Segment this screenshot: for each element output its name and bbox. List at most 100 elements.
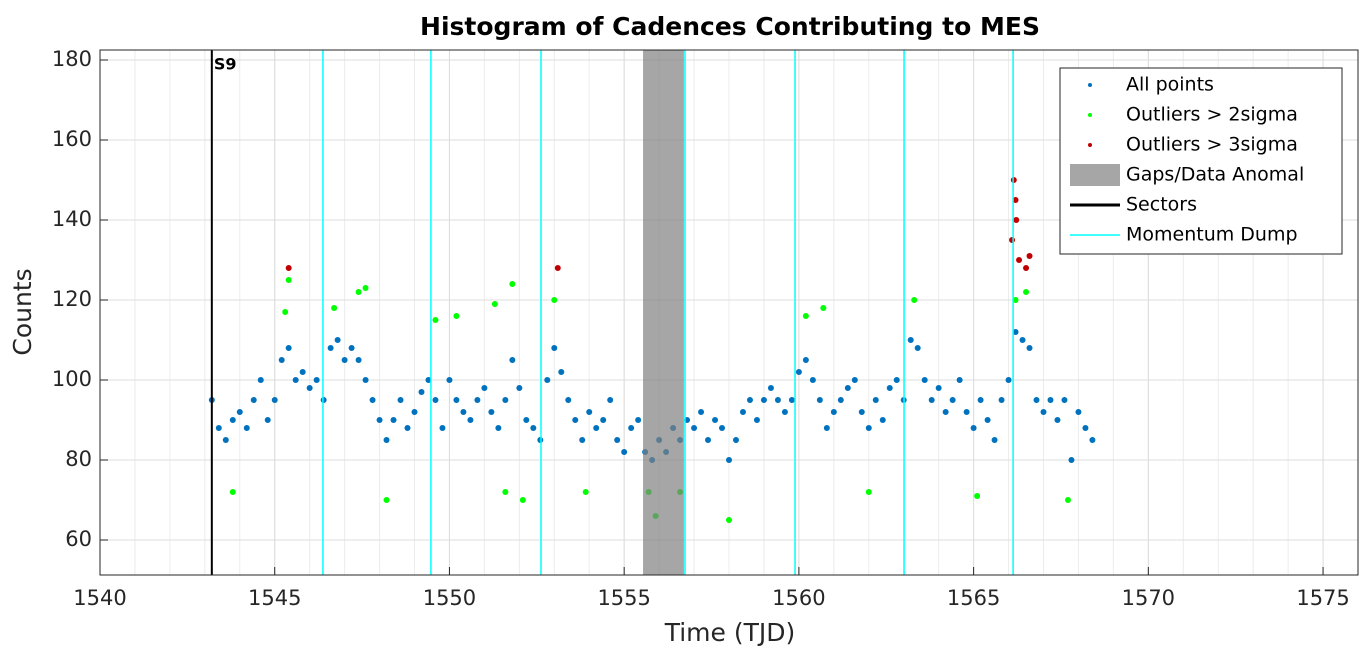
point (858, 409, 865, 415)
legend-marker (1088, 113, 1092, 117)
point (306, 385, 313, 391)
y-axis-label: Counts (8, 268, 37, 355)
point (698, 409, 705, 415)
point (1005, 377, 1012, 383)
point (362, 377, 369, 383)
point (376, 417, 383, 423)
gap-band (643, 50, 684, 575)
point (348, 345, 355, 351)
point (509, 281, 516, 287)
point (935, 385, 942, 391)
point (830, 409, 837, 415)
point (732, 437, 739, 443)
point (1064, 497, 1071, 503)
point (851, 377, 858, 383)
y-tick-label: 80 (65, 447, 92, 471)
x-tick-label: 1575 (1296, 586, 1349, 610)
point (491, 301, 498, 307)
point (554, 265, 561, 271)
point (481, 385, 488, 391)
point (911, 297, 918, 303)
point (1016, 257, 1023, 263)
point (390, 417, 397, 423)
legend-label: All points (1126, 74, 1214, 96)
point (1023, 265, 1030, 271)
point (1012, 197, 1019, 203)
point (446, 377, 453, 383)
point (411, 409, 418, 415)
point (809, 377, 816, 383)
point (586, 409, 593, 415)
point (820, 305, 827, 311)
point (222, 437, 229, 443)
point (282, 309, 289, 315)
point (719, 425, 726, 431)
point (1026, 253, 1033, 259)
point (579, 437, 586, 443)
point (530, 425, 537, 431)
point (795, 369, 802, 375)
point (1082, 425, 1089, 431)
point (907, 337, 914, 343)
point (1075, 409, 1082, 415)
point (963, 409, 970, 415)
point (712, 417, 719, 423)
point (977, 397, 984, 403)
point (921, 377, 928, 383)
point (271, 397, 278, 403)
point (243, 425, 250, 431)
point (635, 417, 642, 423)
point (1068, 457, 1075, 463)
point (1026, 345, 1033, 351)
point (865, 425, 872, 431)
point (313, 377, 320, 383)
point (558, 369, 565, 375)
x-tick-label: 1555 (597, 586, 650, 610)
point (739, 409, 746, 415)
point (467, 417, 474, 423)
point (432, 317, 439, 323)
point (257, 377, 264, 383)
point (355, 289, 362, 295)
point (767, 385, 774, 391)
point (1040, 409, 1047, 415)
point (726, 517, 732, 523)
x-axis-label: Time (TJD) (664, 618, 796, 647)
point (691, 425, 698, 431)
point (781, 409, 788, 415)
x-tick-label: 1560 (772, 586, 825, 610)
point (823, 425, 830, 431)
point (236, 409, 243, 415)
point (383, 437, 390, 443)
point (726, 457, 732, 463)
legend-marker (1088, 143, 1092, 147)
point (425, 377, 432, 383)
point (565, 397, 572, 403)
point (1054, 417, 1061, 423)
plot-frame (99, 49, 1359, 576)
point (984, 417, 991, 423)
point (949, 397, 956, 403)
point (942, 409, 949, 415)
point (1061, 397, 1068, 403)
point (1012, 297, 1019, 303)
x-tick-label: 1550 (423, 586, 476, 610)
point (369, 397, 376, 403)
point (816, 397, 823, 403)
point (523, 417, 530, 423)
legend-label: Gaps/Data Anomal (1126, 164, 1304, 186)
point (802, 357, 809, 363)
point (1033, 397, 1040, 403)
legend-label: Outliers > 3sigma (1126, 134, 1298, 156)
point (544, 377, 551, 383)
point (802, 313, 809, 319)
y-tick-label: 120 (52, 287, 92, 311)
sector-label: S9 (214, 55, 237, 74)
point (970, 425, 977, 431)
point (582, 489, 589, 495)
point (432, 397, 439, 403)
point (474, 397, 481, 403)
point (760, 397, 767, 403)
point (974, 493, 981, 499)
